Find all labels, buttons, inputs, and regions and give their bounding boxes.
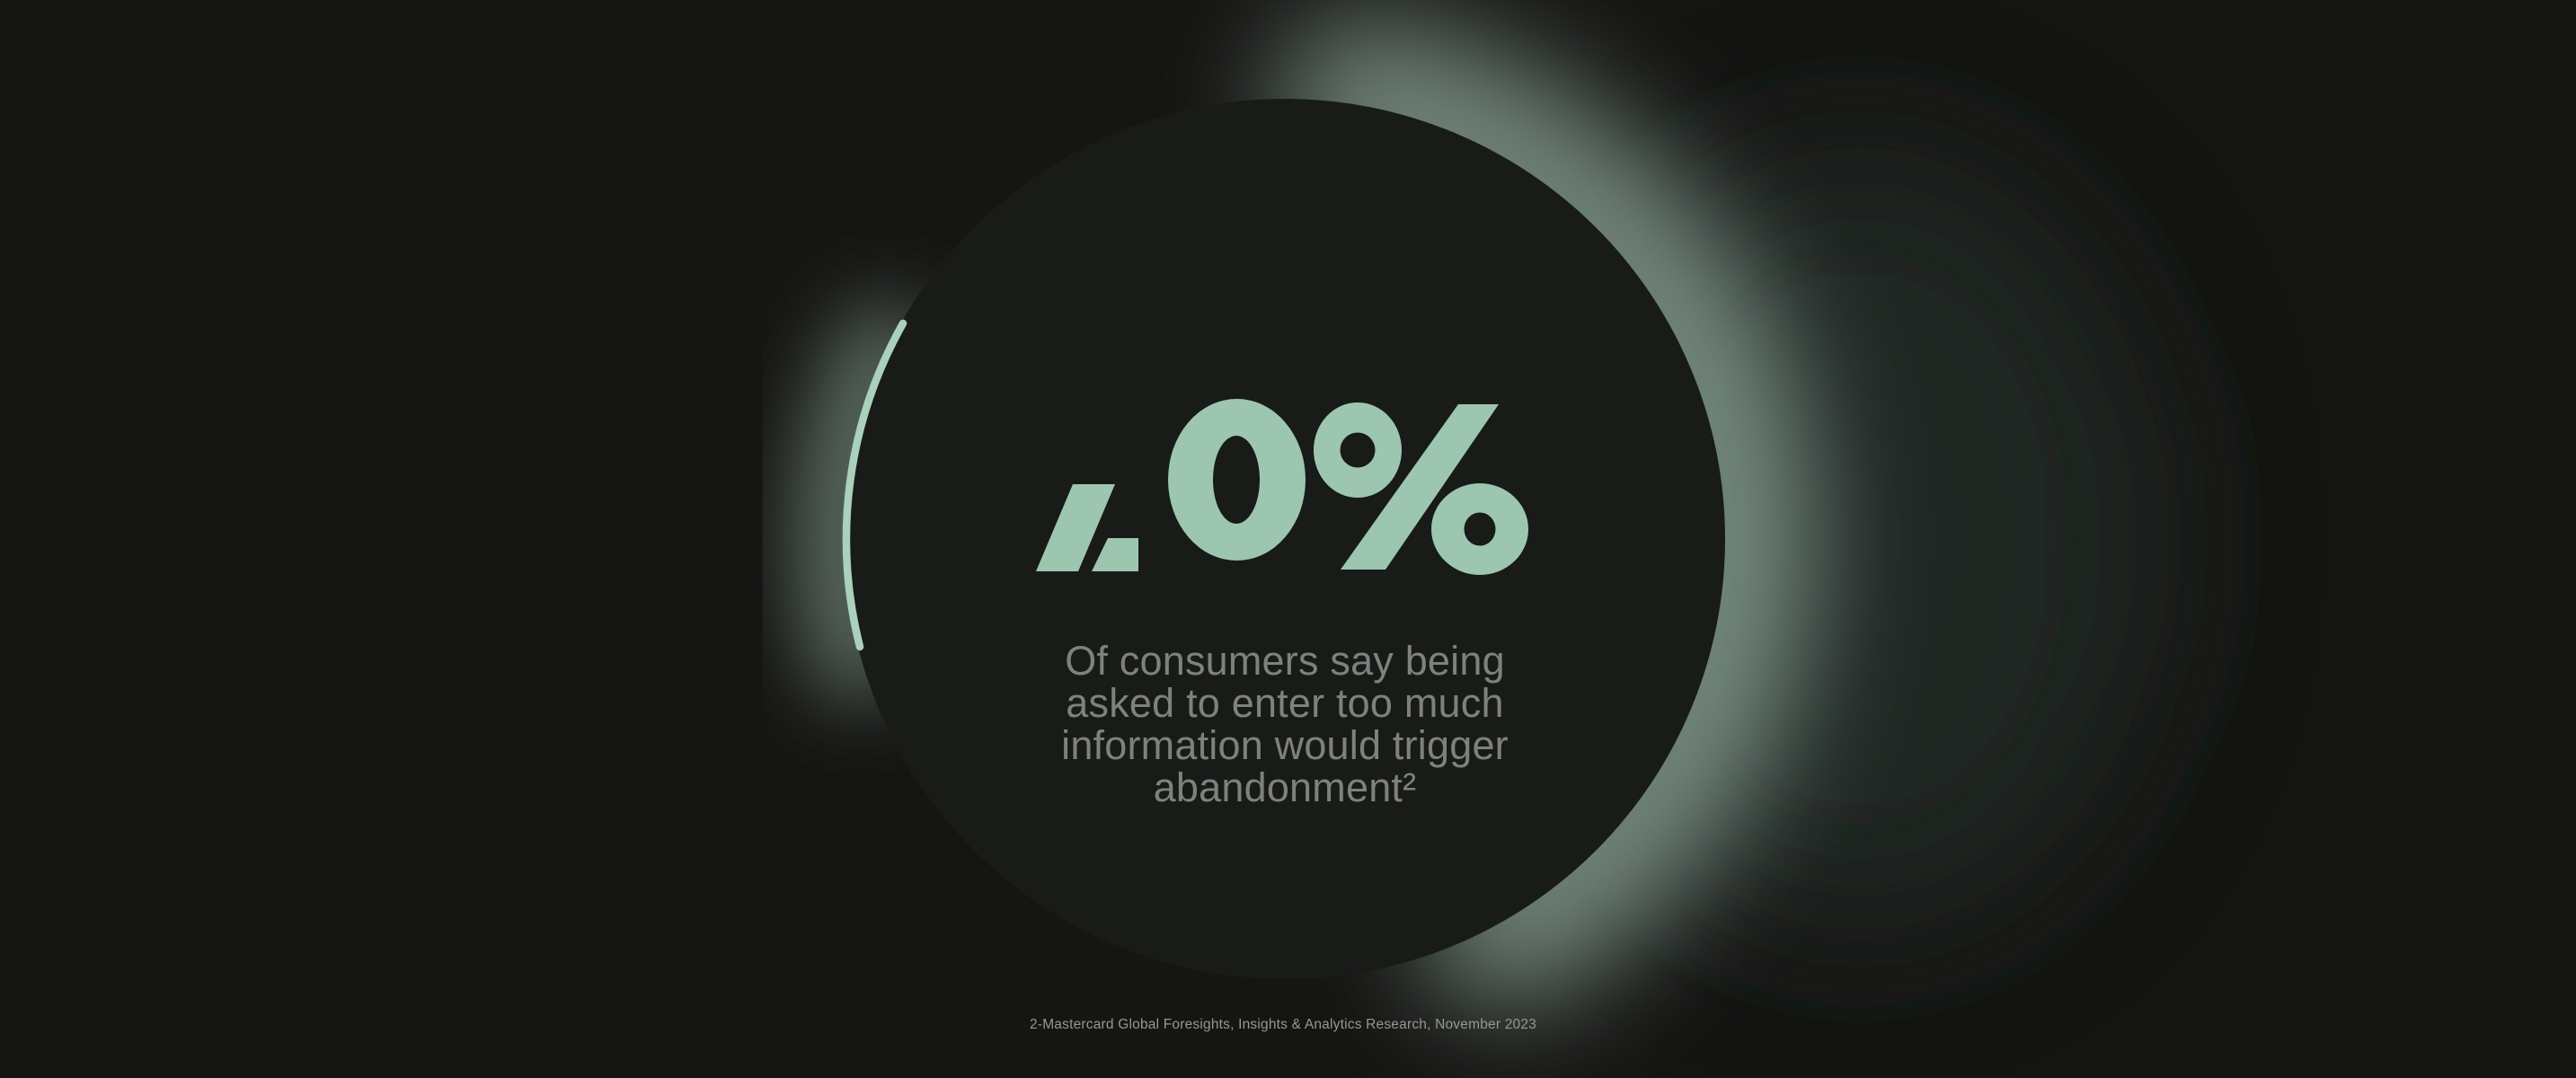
percent-top-ring — [1314, 402, 1402, 498]
digit-4-partial-diagonal — [1036, 484, 1115, 571]
paragraph-line: information would trigger — [1061, 722, 1509, 768]
hero-circle — [845, 99, 1725, 979]
paragraph-line: asked to enter too much — [1066, 680, 1504, 726]
percent-bottom-ring — [1431, 483, 1528, 575]
stat-paragraph: Of consumers say being asked to enter to… — [943, 640, 1626, 808]
progress-arc — [842, 319, 907, 651]
digit-4-partial-foot — [1092, 538, 1138, 571]
percent-diagonal — [1341, 404, 1499, 570]
paragraph-line: abandonment² — [1153, 764, 1417, 810]
digit-0 — [1168, 399, 1306, 561]
paragraph-line: Of consumers say being — [1065, 638, 1505, 684]
footnote: 2-Mastercard Global Foresights, Insights… — [1030, 1017, 1536, 1032]
